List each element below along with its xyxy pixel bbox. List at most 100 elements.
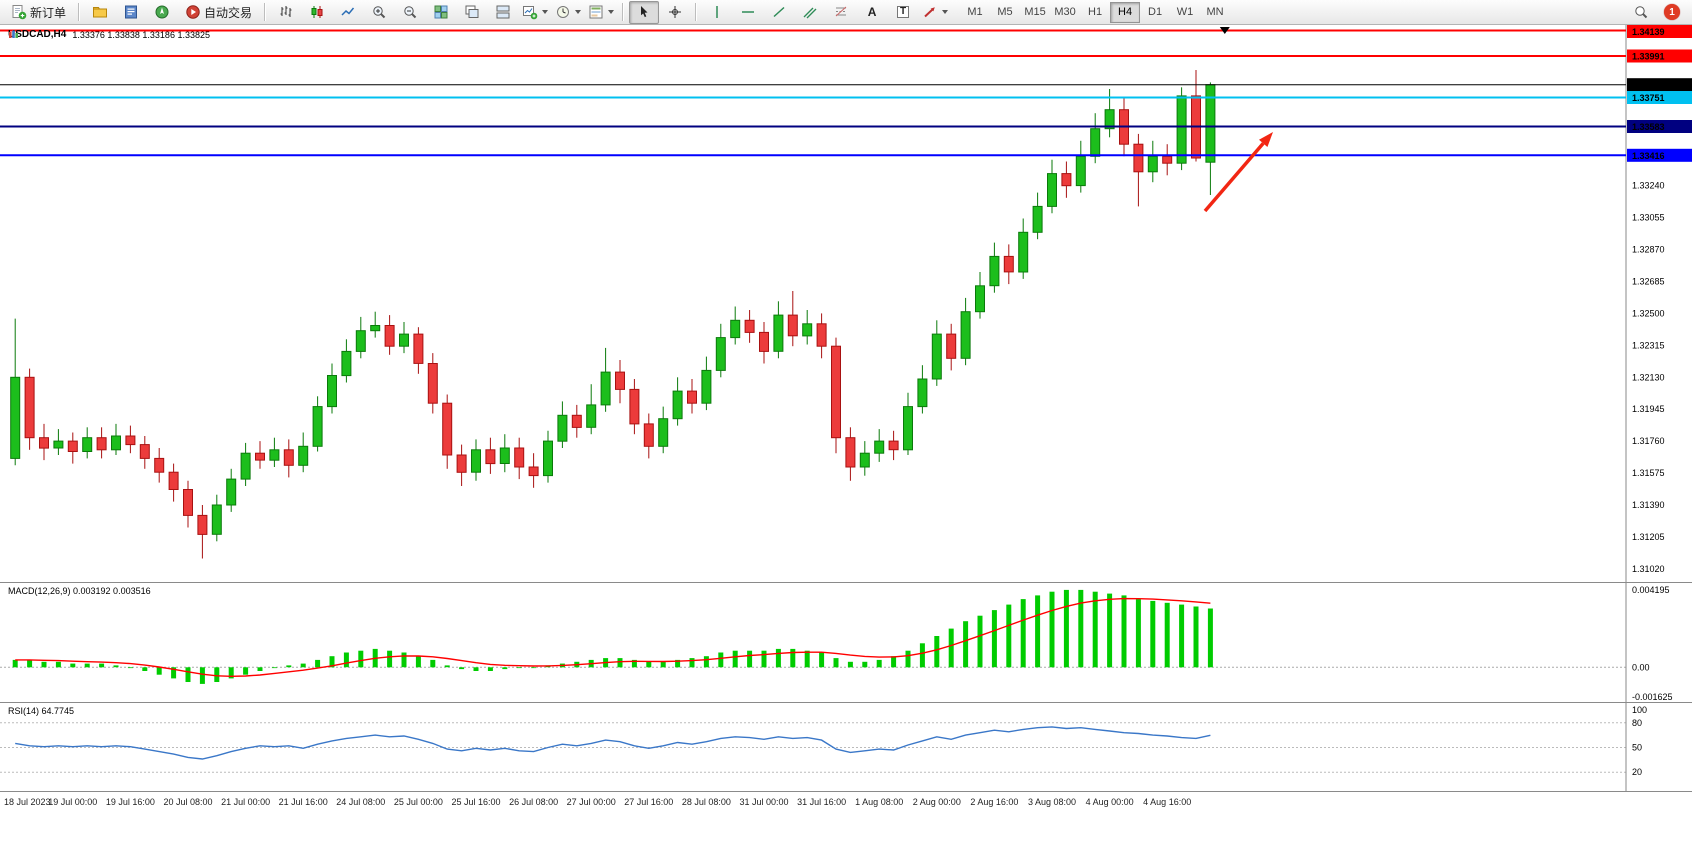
macd-label: MACD(12,26,9) 0.003192 0.003516 xyxy=(8,586,151,596)
timeframe-button-h1[interactable]: H1 xyxy=(1088,5,1103,18)
navigator-compass-icon xyxy=(155,5,169,19)
crosshair-button[interactable] xyxy=(660,1,690,24)
level-lines[interactable]: 1.34139 1.33991 1.33825 1.33751 1.33583 1.334… xyxy=(0,25,1692,162)
notification-badge[interactable]: 1 xyxy=(1664,4,1680,20)
autotrading-label: 自动交易 xyxy=(204,5,253,20)
new-order-label: 新订单 xyxy=(30,5,67,20)
vertical-line-button[interactable] xyxy=(702,1,732,24)
time-axis-label: 27 Jul 00:00 xyxy=(566,797,616,807)
template-icon xyxy=(589,5,603,19)
zoom-in-icon xyxy=(373,6,386,19)
dropdown-arrow-icon xyxy=(608,10,615,14)
timeframe-button-w1[interactable]: W1 xyxy=(1176,5,1194,18)
horizontal-line-button[interactable] xyxy=(733,1,763,24)
time-axis-label: 19 Jul 16:00 xyxy=(105,797,155,807)
time-axis-label: 4 Aug 00:00 xyxy=(1085,797,1134,807)
arrange-windows-icon xyxy=(496,5,510,19)
trendline-icon xyxy=(773,6,785,18)
svg-text:80: 80 xyxy=(1632,718,1642,728)
svg-text:1.32870: 1.32870 xyxy=(1632,245,1665,255)
clock-icon xyxy=(557,6,570,18)
pane-separator-rsi[interactable] xyxy=(0,702,1692,703)
arrows-button[interactable] xyxy=(919,1,951,24)
timeframe-button-m1[interactable]: M1 xyxy=(967,5,983,18)
macd-axis[interactable]: 0.004195 0.00 -0.001625 xyxy=(1625,583,1673,702)
timeframe-button-mn[interactable]: MN xyxy=(1206,5,1224,18)
bars-chart-button[interactable] xyxy=(271,1,301,24)
main-chart-pane[interactable]: 1.33240 1.33055 1.32870 1.32685 1.32500 1.323… xyxy=(0,25,1692,583)
toolbar-separator xyxy=(78,3,81,21)
autotrading-button[interactable]: 自动交易 xyxy=(178,1,259,24)
svg-text:1.34139: 1.34139 xyxy=(1632,27,1665,37)
timeframe-button-m15[interactable]: M15 xyxy=(1024,5,1046,18)
horizontal-line-icon xyxy=(742,11,755,13)
fibonacci-button[interactable] xyxy=(826,1,856,24)
periods-button[interactable] xyxy=(552,1,584,24)
svg-text:1.33055: 1.33055 xyxy=(1632,213,1665,223)
search-button[interactable] xyxy=(1626,1,1656,24)
dropdown-arrow-icon xyxy=(575,10,582,14)
pane-separator-macd[interactable] xyxy=(0,582,1692,583)
rsi-axis[interactable]: 100 80 50 20 xyxy=(1625,703,1647,791)
fibonacci-icon xyxy=(835,6,847,17)
svg-text:20: 20 xyxy=(1632,767,1642,777)
svg-text:1.33240: 1.33240 xyxy=(1632,181,1665,191)
svg-text:1.31760: 1.31760 xyxy=(1632,436,1665,446)
tile-windows-button[interactable] xyxy=(426,1,456,24)
trend-arrow-annotation[interactable] xyxy=(1203,132,1273,213)
svg-text:1.33991: 1.33991 xyxy=(1632,52,1665,62)
svg-text:1.31020: 1.31020 xyxy=(1632,564,1665,574)
equidistant-channel-icon xyxy=(803,7,817,19)
trendline-button[interactable] xyxy=(764,1,794,24)
channel-button[interactable] xyxy=(795,1,825,24)
svg-text:-0.001625: -0.001625 xyxy=(1632,692,1673,702)
time-axis-label: 26 Jul 08:00 xyxy=(509,797,559,807)
profiles-folder-icon xyxy=(93,7,108,18)
rsi-line xyxy=(15,726,1211,760)
candles-chart-button[interactable] xyxy=(302,1,332,24)
line-chart-button[interactable] xyxy=(333,1,363,24)
new-order-button[interactable]: 新订单 xyxy=(4,1,73,24)
timeframe-group: M1 M5 M15 M30 H1 H4 D1 W1 MN xyxy=(960,1,1230,23)
search-icon xyxy=(1635,6,1648,19)
svg-text:1.33583: 1.33583 xyxy=(1632,122,1665,132)
chart-window[interactable]: 1.33240 1.33055 1.32870 1.32685 1.32500 1.323… xyxy=(0,25,1692,853)
text-button[interactable]: A xyxy=(857,1,887,24)
rsi-pane[interactable]: 100 80 50 20 xyxy=(0,703,1692,791)
text-label-button[interactable]: T xyxy=(888,1,918,24)
profiles-button[interactable] xyxy=(85,1,115,24)
symbol-timeframe-label: USDCAD,H4 xyxy=(8,29,67,40)
new-chart-button[interactable] xyxy=(519,1,551,24)
macd-pane[interactable]: 0.004195 0.00 -0.001625 xyxy=(0,583,1692,702)
chart-shift-marker[interactable] xyxy=(1219,27,1230,34)
svg-text:1.31945: 1.31945 xyxy=(1632,404,1665,414)
time-axis-label: 18 Jul 2023 xyxy=(4,797,51,807)
time-axis[interactable]: 18 Jul 2023 19 Jul 00:00 19 Jul 16:00 20 Ju… xyxy=(0,791,1692,853)
svg-text:0.004195: 0.004195 xyxy=(1632,585,1670,595)
svg-text:1.33825: 1.33825 xyxy=(1632,80,1665,90)
timeframe-button-m30[interactable]: M30 xyxy=(1054,5,1076,18)
cascade-windows-button[interactable] xyxy=(457,1,487,24)
arrange-windows-button[interactable] xyxy=(488,1,518,24)
autotrading-icon xyxy=(186,5,200,19)
templates-button[interactable] xyxy=(585,1,617,24)
timeframe-button-d1[interactable]: D1 xyxy=(1148,5,1163,18)
svg-text:100: 100 xyxy=(1632,705,1647,715)
new-chart-icon xyxy=(523,6,538,20)
time-axis-label: 31 Jul 16:00 xyxy=(797,797,847,807)
timeframe-button-m5[interactable]: M5 xyxy=(997,5,1013,18)
price-axis[interactable]: 1.33240 1.33055 1.32870 1.32685 1.32500 1.323… xyxy=(1625,25,1665,583)
navigator-button[interactable] xyxy=(147,1,177,24)
market-watch-button[interactable] xyxy=(116,1,146,24)
svg-text:1.31575: 1.31575 xyxy=(1632,468,1665,478)
svg-text:1.32315: 1.32315 xyxy=(1632,340,1665,350)
zoom-in-button[interactable] xyxy=(364,1,394,24)
time-axis-label: 21 Jul 16:00 xyxy=(278,797,328,807)
timeframe-button-h4[interactable]: H4 xyxy=(1110,1,1141,23)
cursor-button[interactable] xyxy=(629,0,660,24)
time-axis-label: 28 Jul 08:00 xyxy=(681,797,731,807)
time-axis-label: 19 Jul 00:00 xyxy=(48,797,98,807)
crosshair-icon xyxy=(669,6,682,18)
zoom-out-button[interactable] xyxy=(395,1,425,24)
